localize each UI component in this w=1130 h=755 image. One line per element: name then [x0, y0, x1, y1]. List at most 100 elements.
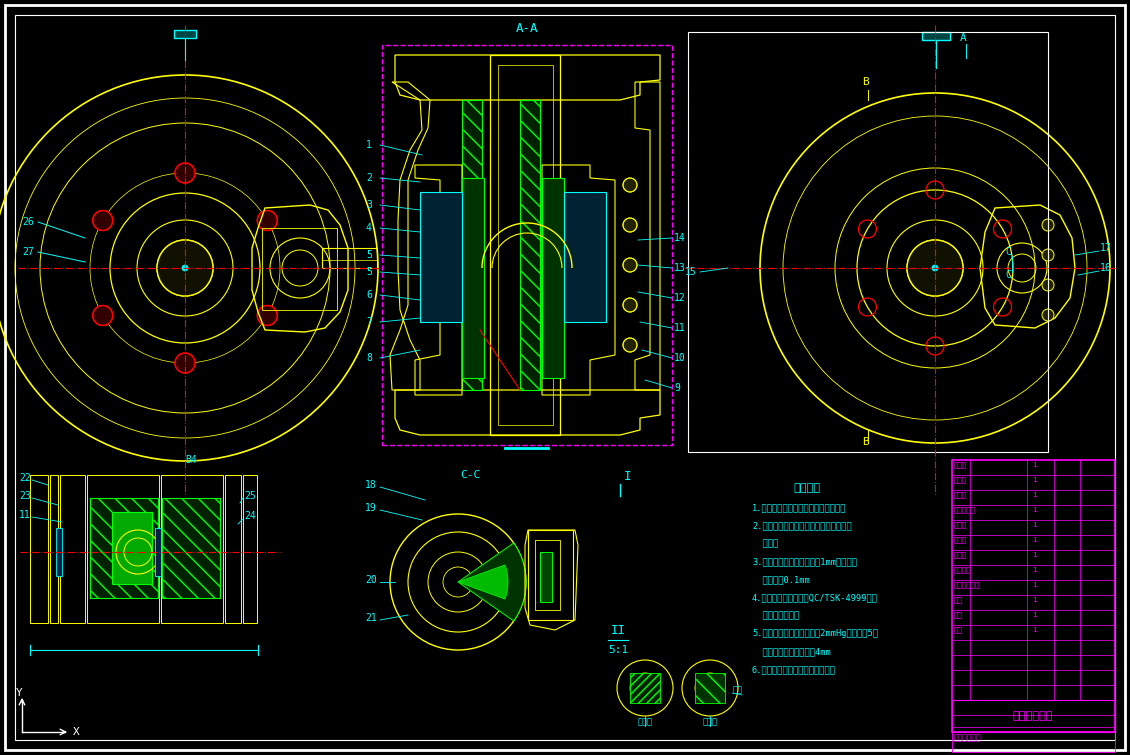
Bar — [462, 178, 484, 378]
Text: 1: 1 — [1032, 567, 1036, 573]
Circle shape — [157, 240, 212, 296]
Bar — [382, 45, 672, 445]
Text: 25: 25 — [244, 491, 255, 501]
Text: 外圆面: 外圆面 — [637, 717, 652, 726]
Circle shape — [182, 265, 188, 271]
Text: A: A — [960, 33, 967, 43]
Text: 1: 1 — [1032, 612, 1036, 618]
Text: 7: 7 — [366, 317, 372, 327]
Text: 技术要求: 技术要求 — [793, 483, 820, 493]
Circle shape — [1042, 309, 1054, 321]
Bar — [520, 100, 540, 390]
Text: 26: 26 — [21, 217, 34, 227]
Text: 27: 27 — [21, 247, 34, 257]
Text: 钟，腔内压力不能超过4mm: 钟，腔内压力不能超过4mm — [751, 648, 831, 657]
Text: 轮毂: 轮毂 — [954, 627, 963, 633]
Text: 放油口: 放油口 — [954, 522, 967, 528]
Text: 2: 2 — [366, 173, 372, 183]
Bar — [490, 55, 560, 435]
Bar — [60, 475, 85, 623]
Text: 钳盘装制动总: 钳盘装制动总 — [954, 734, 982, 742]
Text: 1: 1 — [1032, 492, 1036, 498]
Text: 12: 12 — [673, 293, 686, 303]
Text: B: B — [862, 437, 869, 447]
Text: 23: 23 — [19, 491, 31, 501]
Circle shape — [93, 211, 113, 230]
Text: 21: 21 — [365, 613, 376, 623]
Text: B4: B4 — [185, 455, 197, 465]
Text: 11: 11 — [19, 510, 31, 520]
Bar — [112, 512, 153, 584]
Text: 1: 1 — [1032, 507, 1036, 513]
Circle shape — [907, 240, 963, 296]
Text: Y: Y — [16, 688, 23, 698]
Bar — [631, 673, 660, 703]
Text: 18: 18 — [365, 480, 376, 490]
Text: 半轴支: 半轴支 — [954, 537, 967, 544]
Text: C: C — [1005, 247, 1011, 257]
Text: 5: 5 — [366, 267, 372, 277]
Text: 11: 11 — [673, 323, 686, 333]
Text: 双头螺柱: 双头螺柱 — [954, 567, 972, 573]
Text: 托架调子总成: 托架调子总成 — [954, 581, 980, 588]
Text: 3: 3 — [366, 200, 372, 210]
Text: 14: 14 — [673, 233, 686, 243]
Text: 20: 20 — [365, 575, 376, 585]
Circle shape — [1042, 219, 1054, 231]
Text: 升油嘴: 升油嘴 — [954, 492, 967, 498]
Text: 17: 17 — [1099, 243, 1112, 253]
Bar — [322, 260, 377, 268]
Bar — [688, 32, 1048, 452]
Text: 1: 1 — [1032, 627, 1036, 633]
Bar — [90, 498, 158, 598]
Bar — [498, 65, 553, 425]
Polygon shape — [458, 565, 508, 599]
Text: C-C: C-C — [460, 470, 480, 480]
Bar — [462, 100, 483, 390]
Text: 15: 15 — [685, 267, 697, 277]
Bar — [90, 498, 158, 598]
Text: I: I — [624, 470, 632, 483]
Text: 1.装配过程中不损磁合零件各工步表面: 1.装配过程中不损磁合零件各工步表面 — [751, 504, 846, 513]
Text: 1: 1 — [1032, 582, 1036, 588]
Text: X: X — [73, 727, 80, 737]
Text: II: II — [610, 624, 626, 636]
Circle shape — [623, 178, 637, 192]
Circle shape — [623, 338, 637, 352]
Bar — [31, 475, 47, 623]
Text: 13: 13 — [673, 263, 686, 273]
Circle shape — [623, 258, 637, 272]
Bar — [462, 100, 483, 390]
Text: 8: 8 — [366, 353, 372, 363]
Circle shape — [1042, 279, 1054, 291]
Circle shape — [932, 265, 938, 271]
Text: 光滑面: 光滑面 — [703, 717, 718, 726]
Circle shape — [93, 306, 113, 325]
Text: 6.工作介质：先锋动力液压制动液: 6.工作介质：先锋动力液压制动液 — [751, 665, 836, 674]
Text: 本架: 本架 — [954, 596, 963, 603]
Circle shape — [1042, 249, 1054, 261]
Circle shape — [623, 218, 637, 232]
Bar — [174, 30, 195, 38]
Text: 2.摩擦式制动盘上不允许有油脂，污染及: 2.摩擦式制动盘上不允许有油脂，污染及 — [751, 522, 852, 531]
Text: 刹板总: 刹板总 — [954, 462, 967, 468]
Bar — [528, 530, 573, 620]
Bar — [243, 475, 257, 623]
Bar — [951, 700, 1115, 732]
Text: 擦摩性能要求》: 擦摩性能要求》 — [751, 612, 799, 621]
Circle shape — [623, 298, 637, 312]
Text: 1: 1 — [1032, 552, 1036, 558]
Text: 1: 1 — [1032, 522, 1036, 528]
Text: 4.其余技术条件应符合QC/TSK-4999《摩: 4.其余技术条件应符合QC/TSK-4999《摩 — [751, 593, 878, 602]
Text: 密封圈: 密封圈 — [954, 552, 967, 558]
Text: 1: 1 — [366, 140, 372, 150]
Bar — [520, 100, 540, 390]
Text: 3.左制动盘最大直径处向内1mm，支撑面: 3.左制动盘最大直径处向内1mm，支撑面 — [751, 557, 857, 566]
Bar — [420, 192, 462, 322]
Text: 1: 1 — [1032, 537, 1036, 543]
Bar — [564, 192, 606, 322]
Text: 5:1: 5:1 — [608, 645, 628, 655]
Bar — [162, 498, 220, 598]
Text: 1: 1 — [1032, 462, 1036, 468]
Text: 10: 10 — [673, 353, 686, 363]
